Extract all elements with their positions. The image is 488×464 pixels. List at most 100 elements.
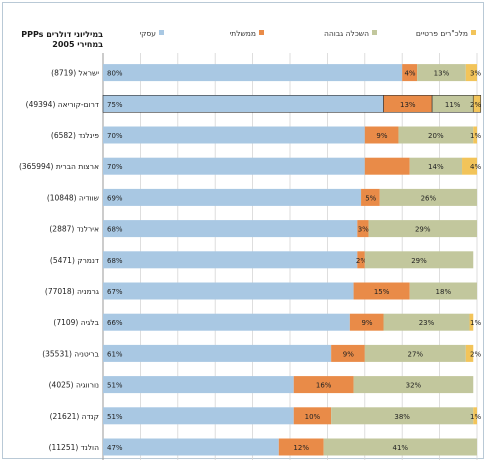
bar-segment bbox=[103, 220, 358, 238]
bar-segment bbox=[103, 126, 365, 144]
data-label: 38% bbox=[394, 413, 410, 421]
data-label: 20% bbox=[428, 132, 444, 140]
bar-segment bbox=[409, 282, 477, 300]
data-label: 15% bbox=[374, 288, 390, 296]
category-label: פינלנד (6582) bbox=[51, 131, 99, 140]
data-label: 47% bbox=[107, 444, 123, 452]
category-label: דנמרק (5471) bbox=[50, 256, 99, 265]
stacked-bar-chart: PPPs במיליוני דולרים במחירי 2005 מלכ"רים… bbox=[19, 29, 482, 464]
bar-segment bbox=[364, 251, 474, 269]
bar-segment bbox=[103, 344, 332, 362]
data-label: 10% bbox=[305, 413, 321, 421]
data-label: 2% bbox=[470, 101, 481, 109]
category-label: נורווגיה (4025) bbox=[49, 381, 99, 390]
y-axis-labels: ישראל (8719) דרום-קוריאה (49394) פינלנד (6… bbox=[19, 69, 100, 452]
category-label: שוודיה (10848) bbox=[47, 193, 99, 202]
data-label: 70% bbox=[107, 163, 123, 171]
bar-segment bbox=[323, 438, 477, 456]
data-label: 67% bbox=[107, 288, 123, 296]
bar-segment bbox=[331, 344, 365, 362]
bar-segment bbox=[103, 313, 350, 331]
bar-segment bbox=[368, 220, 477, 238]
bar-segment bbox=[417, 64, 466, 82]
bar-segment bbox=[349, 313, 384, 331]
category-label: דרום-קוריאה (49394) bbox=[26, 100, 99, 109]
bar-segment bbox=[364, 344, 466, 362]
data-label: 26% bbox=[421, 194, 437, 202]
bar-segment bbox=[472, 95, 482, 113]
category-label: ישראל (8719) bbox=[51, 69, 99, 78]
bar-segment bbox=[379, 188, 477, 206]
bar-segment bbox=[103, 438, 279, 456]
data-label: 32% bbox=[406, 382, 422, 390]
legend-label: ממשלתי bbox=[230, 29, 256, 38]
data-label: 41% bbox=[393, 444, 409, 452]
data-label: 66% bbox=[107, 319, 123, 327]
data-label: 4% bbox=[404, 70, 415, 78]
bar-segment bbox=[465, 344, 474, 362]
bar-segment bbox=[462, 157, 477, 175]
bar-segment bbox=[473, 126, 477, 144]
bar-segment bbox=[357, 220, 369, 238]
data-label: 69% bbox=[107, 194, 123, 202]
bar-segment bbox=[103, 407, 294, 425]
data-label: 4% bbox=[470, 163, 481, 171]
bar-segment bbox=[103, 188, 362, 206]
data-label: 80% bbox=[107, 70, 123, 78]
bar-segment bbox=[331, 407, 474, 425]
legend-swatch bbox=[259, 30, 264, 35]
data-label: 27% bbox=[407, 350, 423, 358]
data-label: 2% bbox=[470, 350, 481, 358]
legend-label: עסקי bbox=[139, 29, 156, 38]
bar-segment bbox=[353, 376, 474, 394]
data-label: 75% bbox=[107, 101, 123, 109]
bar-segment bbox=[409, 157, 463, 175]
data-label: 13% bbox=[400, 101, 416, 109]
chart-title-line-1: PPPs במיליוני דולרים bbox=[21, 30, 103, 39]
bar-segment bbox=[465, 64, 477, 82]
data-label: 23% bbox=[419, 319, 435, 327]
data-label: 29% bbox=[415, 226, 431, 234]
data-label: 11% bbox=[445, 101, 461, 109]
chart-bars: 80% 4% 13% 3% 75% 13% 11% 2% 70% 9% 20% 1% 70% 14% 4% 6… bbox=[102, 64, 482, 456]
data-label: 9% bbox=[343, 350, 354, 358]
bar-segment bbox=[293, 407, 332, 425]
data-label: 3% bbox=[358, 226, 369, 234]
bar-segment bbox=[469, 313, 474, 331]
bar-segment bbox=[364, 126, 399, 144]
bar-segment bbox=[364, 157, 410, 175]
bar-segment bbox=[357, 251, 365, 269]
data-label: 1% bbox=[470, 319, 481, 327]
chart-title-line-2: במחירי 2005 bbox=[52, 40, 103, 49]
data-label: 68% bbox=[107, 257, 123, 265]
category-label: אירלנד (2887) bbox=[49, 225, 99, 234]
bar-segment bbox=[103, 64, 403, 82]
data-label: 70% bbox=[107, 132, 123, 140]
bar-segment bbox=[473, 407, 477, 425]
legend-label: מלכ"רים פרטיים bbox=[416, 29, 468, 38]
bar-segment bbox=[402, 64, 418, 82]
data-label: 18% bbox=[436, 288, 452, 296]
data-label: 29% bbox=[411, 257, 427, 265]
bar-segment bbox=[103, 376, 294, 394]
category-label: בריטניה (35531) bbox=[42, 349, 99, 358]
data-label: 16% bbox=[316, 382, 332, 390]
bar-segment bbox=[103, 282, 354, 300]
data-label: 68% bbox=[107, 226, 123, 234]
legend-label: השכלה גבוהה bbox=[324, 29, 369, 38]
bar-segment bbox=[293, 376, 354, 394]
data-label: 5% bbox=[365, 194, 376, 202]
data-label: 14% bbox=[428, 163, 444, 171]
data-label: 3% bbox=[470, 70, 481, 78]
bar-segment bbox=[103, 157, 365, 175]
data-label: 9% bbox=[361, 319, 372, 327]
category-label: הולנד (11251) bbox=[49, 443, 100, 452]
data-label: 13% bbox=[434, 70, 450, 78]
bar-segment bbox=[278, 438, 324, 456]
bar-segment bbox=[353, 282, 410, 300]
legend-swatch bbox=[471, 30, 476, 35]
data-label: 12% bbox=[293, 444, 309, 452]
bar-segment bbox=[103, 251, 358, 269]
category-label: ארצות הברית (365994) bbox=[19, 162, 99, 171]
